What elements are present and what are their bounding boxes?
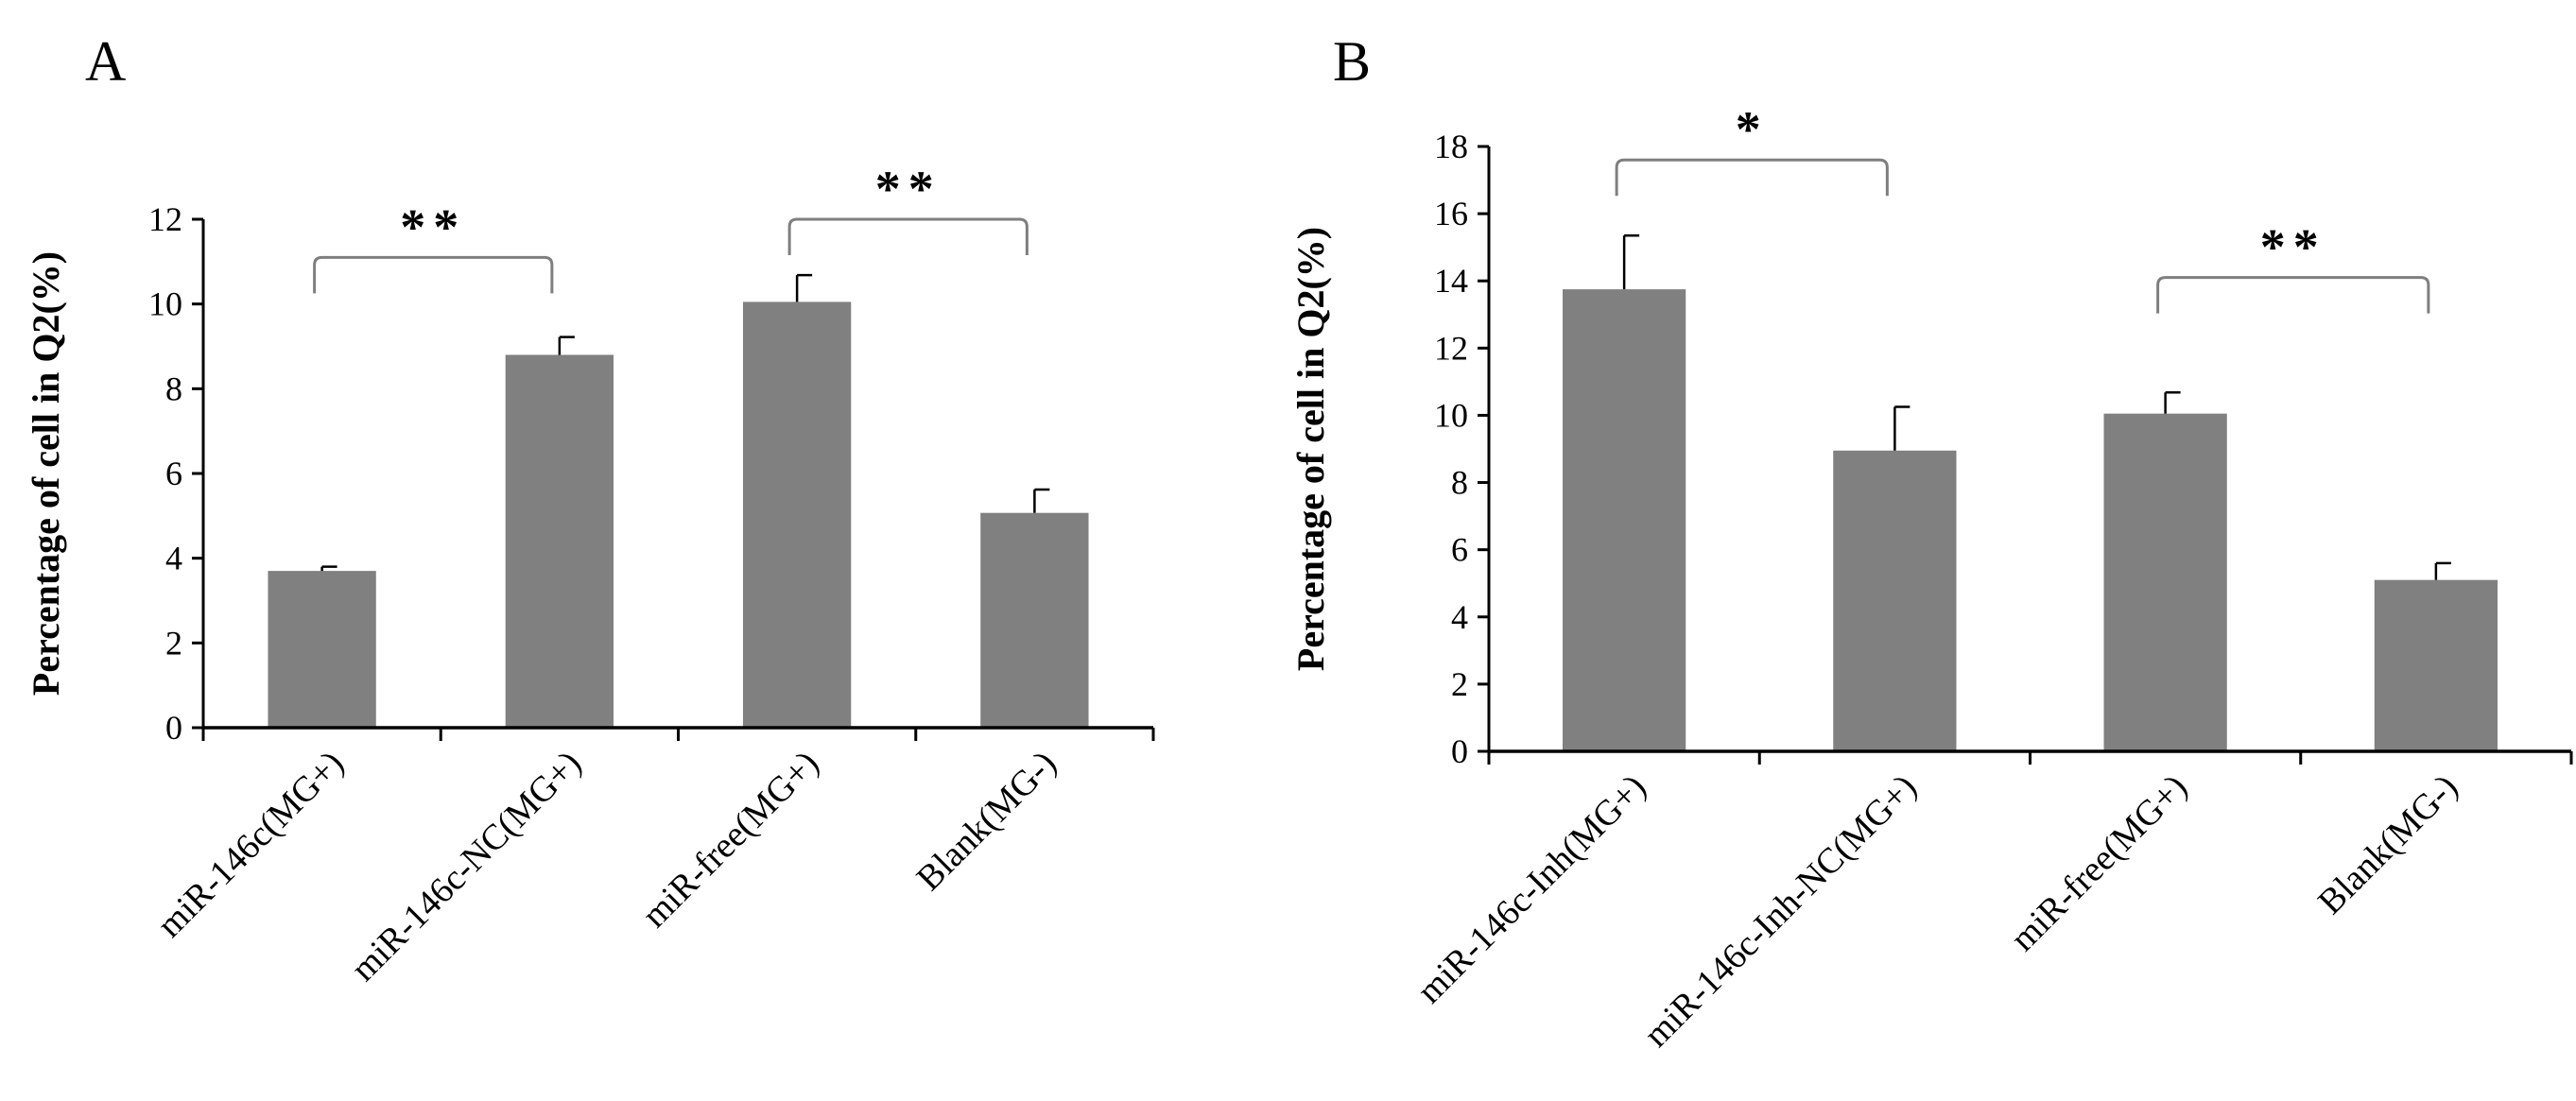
x-tick-label: miR-free(MG+) bbox=[2003, 767, 2195, 959]
significance-bracket-1 bbox=[1615, 158, 1889, 197]
significance-label-1: ** bbox=[400, 198, 466, 255]
x-tick-label: miR-146c(MG+) bbox=[149, 744, 352, 946]
y-tick-label: 2 bbox=[165, 624, 182, 662]
bar-2 bbox=[1833, 450, 1957, 751]
bar-1 bbox=[268, 571, 376, 728]
bar-4 bbox=[2374, 579, 2498, 751]
significance-label-1: * bbox=[1736, 101, 1769, 158]
y-tick-label: 12 bbox=[148, 200, 182, 238]
y-axis-label: Percentage of cell in Q2(%) bbox=[25, 251, 67, 696]
y-tick-label: 2 bbox=[1451, 665, 1468, 703]
bar-3 bbox=[742, 301, 852, 728]
significance-bracket-2 bbox=[2156, 276, 2430, 314]
y-tick-label: 10 bbox=[148, 285, 182, 323]
y-tick-label: 4 bbox=[1451, 598, 1468, 636]
x-tick-label: miR-146c-NC(MG+) bbox=[343, 744, 589, 989]
bar-3 bbox=[2103, 413, 2227, 751]
y-tick-label: 10 bbox=[1434, 396, 1468, 434]
panel-b-chart: B Percentage of cell in Q2(%) 0 2 4 6 8 10 12 14 1… bbox=[1289, 30, 2573, 1056]
significance-bracket-1 bbox=[313, 255, 554, 294]
panel-letter: A bbox=[85, 30, 126, 93]
significance-label-2: ** bbox=[2260, 219, 2326, 276]
y-tick-label: 6 bbox=[1451, 531, 1468, 569]
bar-4 bbox=[980, 512, 1089, 728]
panel-a-chart: A Percentage of cell in Q2(%) 0 2 4 6 8 10 12 miR… bbox=[25, 30, 1155, 989]
x-tick-label: miR-146c-Inh(MG+) bbox=[1409, 767, 1653, 1011]
bar-1 bbox=[1563, 289, 1686, 751]
panel-letter: B bbox=[1333, 30, 1371, 93]
x-tick-label: miR-free(MG+) bbox=[634, 744, 826, 936]
bar-2 bbox=[505, 354, 614, 728]
y-tick-label: 0 bbox=[1451, 732, 1468, 770]
y-tick-label: 8 bbox=[1451, 464, 1468, 502]
y-tick-label: 12 bbox=[1434, 329, 1468, 367]
x-tick-label: Blank(MG-) bbox=[2310, 767, 2465, 922]
significance-label-2: ** bbox=[875, 161, 942, 217]
y-tick-label: 0 bbox=[165, 709, 182, 747]
significance-bracket-2 bbox=[787, 217, 1029, 255]
x-tick-label: Blank(MG-) bbox=[909, 744, 1064, 899]
y-tick-label: 16 bbox=[1434, 195, 1468, 232]
y-tick-label: 4 bbox=[165, 540, 182, 577]
y-tick-label: 18 bbox=[1434, 128, 1468, 165]
y-axis-label: Percentage of cell in Q2(%) bbox=[1289, 227, 1332, 671]
y-tick-label: 8 bbox=[165, 370, 182, 407]
y-tick-label: 14 bbox=[1434, 262, 1468, 300]
x-tick-label: miR-146c-Inh-NC(MG+) bbox=[1636, 767, 1925, 1056]
y-tick-label: 6 bbox=[165, 455, 182, 492]
